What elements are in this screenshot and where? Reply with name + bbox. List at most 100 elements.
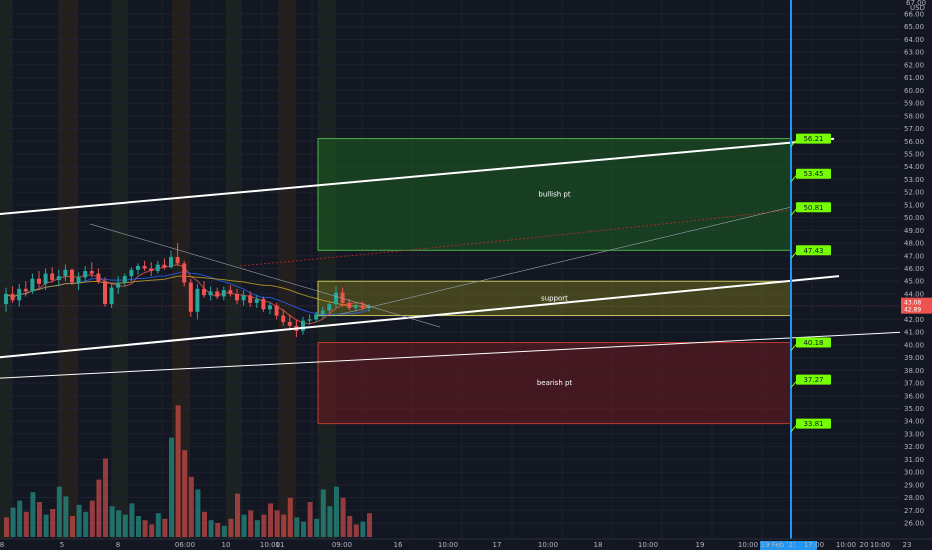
price-tick-label: 39.00 [904, 354, 924, 362]
price-tick-label: 48.00 [904, 240, 924, 248]
price-top-label: 67.00 [906, 0, 926, 7]
candle-body [116, 282, 121, 288]
candle-body [103, 281, 107, 305]
price-tag-label: 53.45 [803, 170, 823, 178]
candle-body [83, 271, 88, 278]
price-tag-label: 50.81 [803, 204, 823, 212]
price-tick-label: 29.00 [904, 481, 924, 489]
candle-body [360, 305, 365, 308]
candle-body [43, 273, 48, 284]
price-tick-label: 53.00 [904, 176, 924, 184]
volume-bar [182, 450, 188, 537]
candle-body [169, 257, 173, 268]
price-tick-label: 26.00 [904, 520, 924, 528]
price-tick-label: 42.00 [904, 316, 924, 324]
candle-body [228, 290, 233, 294]
candle-body [30, 278, 35, 292]
candle-body [122, 276, 127, 283]
projection-line [89, 223, 441, 328]
price-tag-box [796, 133, 831, 144]
price-tick-label: 65.00 [904, 23, 924, 31]
candle-body [17, 288, 22, 301]
candle-body [340, 292, 345, 303]
zone-label: support [541, 294, 568, 302]
volume-bar [175, 405, 181, 537]
volume-bar [30, 492, 36, 537]
time-marker-badge [795, 541, 817, 550]
volume-bar [340, 497, 346, 537]
price-tick-label: 52.00 [904, 189, 924, 197]
price-tag-label: 47.43 [803, 247, 823, 255]
candle-body [89, 271, 94, 274]
candle-body [334, 292, 338, 305]
volume-bar [367, 513, 372, 537]
candle-body [195, 288, 200, 312]
time-tick-label: 8 [116, 541, 120, 549]
candle-body [202, 288, 206, 296]
volume-bar [221, 525, 227, 537]
volume-bar [23, 511, 29, 537]
time-tick-label: 16 [394, 541, 403, 549]
price-tick-label: 46.00 [904, 265, 924, 273]
volume-bar [268, 503, 273, 537]
candle-body [241, 295, 246, 301]
volume-bar [4, 517, 9, 537]
time-marker-badge [760, 541, 800, 550]
volume-bar [89, 500, 95, 537]
volume-bar [122, 514, 128, 537]
volume-bar [76, 504, 82, 537]
time-tick-label: 8 [0, 541, 4, 549]
time-tick-label: 09:00 [332, 541, 352, 549]
candle-body [23, 288, 28, 292]
price-tick-label: 47.00 [904, 252, 924, 260]
candle-body [287, 321, 292, 326]
trendlines [0, 137, 932, 379]
volume-bar [136, 516, 141, 537]
price-tick-label: 54.00 [904, 163, 924, 171]
candle-body [63, 269, 68, 277]
volume-bar [281, 514, 287, 537]
candle-body [56, 276, 61, 280]
volume-bar [37, 502, 42, 537]
candle-body [327, 304, 332, 311]
price-tick-label: 55.00 [904, 150, 924, 158]
price-tick-label: 33.00 [904, 430, 924, 438]
volume-bar [43, 514, 49, 537]
time-tick-label: 10 [222, 541, 231, 549]
candle-body [129, 269, 134, 277]
time-tick-label: 10:00 [260, 541, 280, 549]
volume-bar [360, 521, 366, 537]
candle-body [347, 302, 352, 308]
moving-average-0 [5, 264, 370, 325]
candle-body [254, 299, 259, 303]
price-tag: 56.21 [790, 133, 831, 147]
candle-body [221, 290, 226, 297]
volume-bar [274, 510, 280, 537]
price-tick-label: 31.00 [904, 456, 924, 464]
volume-bar [188, 476, 194, 537]
price-tag: 37.27 [790, 374, 831, 388]
time-tick-label: 10:00 [538, 541, 558, 549]
candle-body [155, 264, 160, 272]
volume-bar [228, 518, 234, 537]
candle-body [215, 291, 220, 297]
volume-bar [149, 524, 155, 537]
candle-body [320, 310, 325, 315]
session-band [112, 0, 128, 539]
price-axis[interactable]: 26.00 27.00 28.00 29.00 30.00 31.00 32.00 33.00… [900, 0, 932, 550]
projection-curve [339, 207, 791, 315]
candle-body [10, 293, 15, 301]
price-tags: 56.21 53.45 50.81 47.43 40.18 37.27 33.81 [790, 133, 831, 432]
candle-body [235, 293, 239, 301]
price-tick-label: 56.00 [904, 138, 924, 146]
price-tag-box [796, 245, 831, 256]
volume-bar [56, 486, 62, 537]
candle-body [96, 273, 101, 282]
price-tag: 40.18 [790, 337, 831, 351]
volume-bar [241, 514, 247, 537]
candle-body [274, 305, 279, 316]
last-price-badge [901, 297, 932, 314]
price-tick-label: 61.00 [904, 74, 924, 82]
